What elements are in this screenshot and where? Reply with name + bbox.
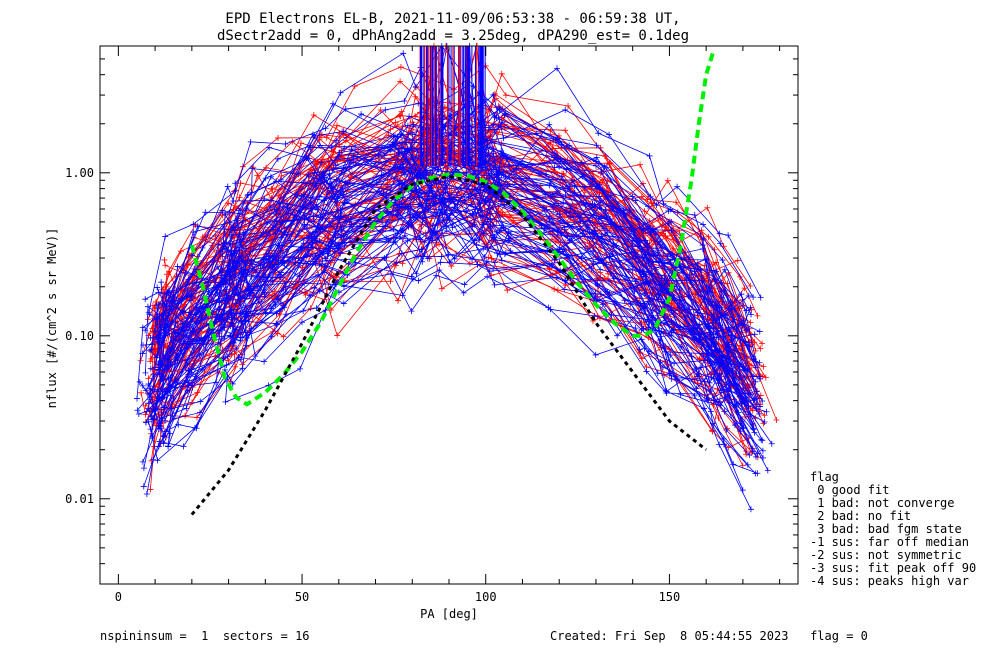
chart-title-line2: dSectr2add = 0, dPhAng2add = 3.25deg, dP…	[217, 28, 689, 44]
y-tick-label: 1.00	[65, 166, 94, 180]
measurement-markers	[165, 199, 756, 450]
legend-entry: 3 bad: bad fgm state	[810, 522, 962, 536]
measurement-trace	[160, 217, 756, 474]
y-tick-label: 0.10	[65, 329, 94, 343]
measurement-markers	[146, 245, 756, 455]
measurement-trace	[146, 257, 749, 495]
x-tick-label: 50	[295, 590, 309, 604]
legend-entry: -1 sus: far off median	[810, 535, 969, 549]
measurement-markers	[143, 255, 751, 498]
x-tick-label: 0	[115, 590, 122, 604]
measurement-trace	[163, 115, 760, 332]
measurement-trace	[150, 141, 739, 371]
measurement-trace	[142, 182, 737, 392]
legend-entry: 2 bad: no fit	[810, 509, 911, 523]
legend-entry: -3 sus: fit peak off 90	[810, 561, 976, 575]
legend: flag 0 good fit 1 bad: not converge 2 ba…	[810, 470, 976, 588]
measurement-markers	[165, 111, 763, 380]
measurement-markers	[140, 267, 746, 494]
legend-entry: -4 sus: peaks high var	[810, 574, 969, 588]
measurement-markers	[164, 199, 766, 444]
measurement-trace	[153, 197, 748, 410]
measurement-trace	[150, 261, 752, 510]
measurement-markers	[139, 150, 736, 357]
legend-entry: 0 good fit	[810, 483, 889, 497]
series-line	[190, 174, 708, 516]
fit-series	[189, 50, 716, 516]
measurement-trace	[170, 108, 755, 339]
y-axis-label: nflux [#/(cm^2 s sr MeV)]	[45, 228, 59, 409]
series-line	[189, 50, 716, 407]
measurement-trace	[142, 133, 735, 346]
y-tick-label: 0.01	[65, 492, 94, 506]
footer-left: nspininsum = 1 sectors = 16	[100, 629, 310, 643]
measurement-trace	[163, 186, 760, 415]
x-axis-label: PA [deg]	[420, 607, 478, 621]
x-axis: 0 50 100 150	[115, 46, 781, 604]
chart-title-line1: EPD Electrons EL-B, 2021-11-09/06:53:38 …	[225, 11, 680, 27]
measurement-trace	[160, 183, 755, 433]
measurement-markers	[154, 64, 764, 310]
measurement-trace	[143, 269, 744, 491]
legend-entry: 1 bad: not converge	[810, 496, 955, 510]
legend-entry: -2 sus: not symmetric	[810, 548, 962, 562]
legend-title: flag	[810, 470, 839, 484]
y-axis: 0.01 0.10 1.00	[65, 45, 798, 585]
measurement-trace	[137, 148, 729, 411]
measurement-trace	[162, 185, 762, 441]
footer-right: Created: Fri Sep 8 05:44:55 2023 flag = …	[550, 629, 868, 643]
x-tick-label: 150	[659, 590, 681, 604]
measurement-markers	[134, 145, 732, 414]
measurement-trace	[157, 156, 754, 384]
measurement-trace	[151, 219, 741, 439]
measurement-trace	[170, 203, 769, 471]
x-tick-label: 100	[475, 590, 497, 604]
measurement-markers	[139, 180, 740, 394]
measurement-trace	[149, 160, 746, 379]
measurement-trace	[156, 159, 757, 405]
measurement-traces	[134, 43, 780, 513]
measurement-trace	[142, 153, 734, 354]
measurement-markers	[145, 43, 757, 316]
measurement-trace	[169, 150, 756, 381]
measurement-trace	[167, 225, 758, 454]
measurement-trace	[138, 172, 742, 415]
measurement-markers	[150, 194, 751, 413]
measurement-trace	[149, 248, 753, 452]
measurement-trace	[136, 133, 732, 399]
